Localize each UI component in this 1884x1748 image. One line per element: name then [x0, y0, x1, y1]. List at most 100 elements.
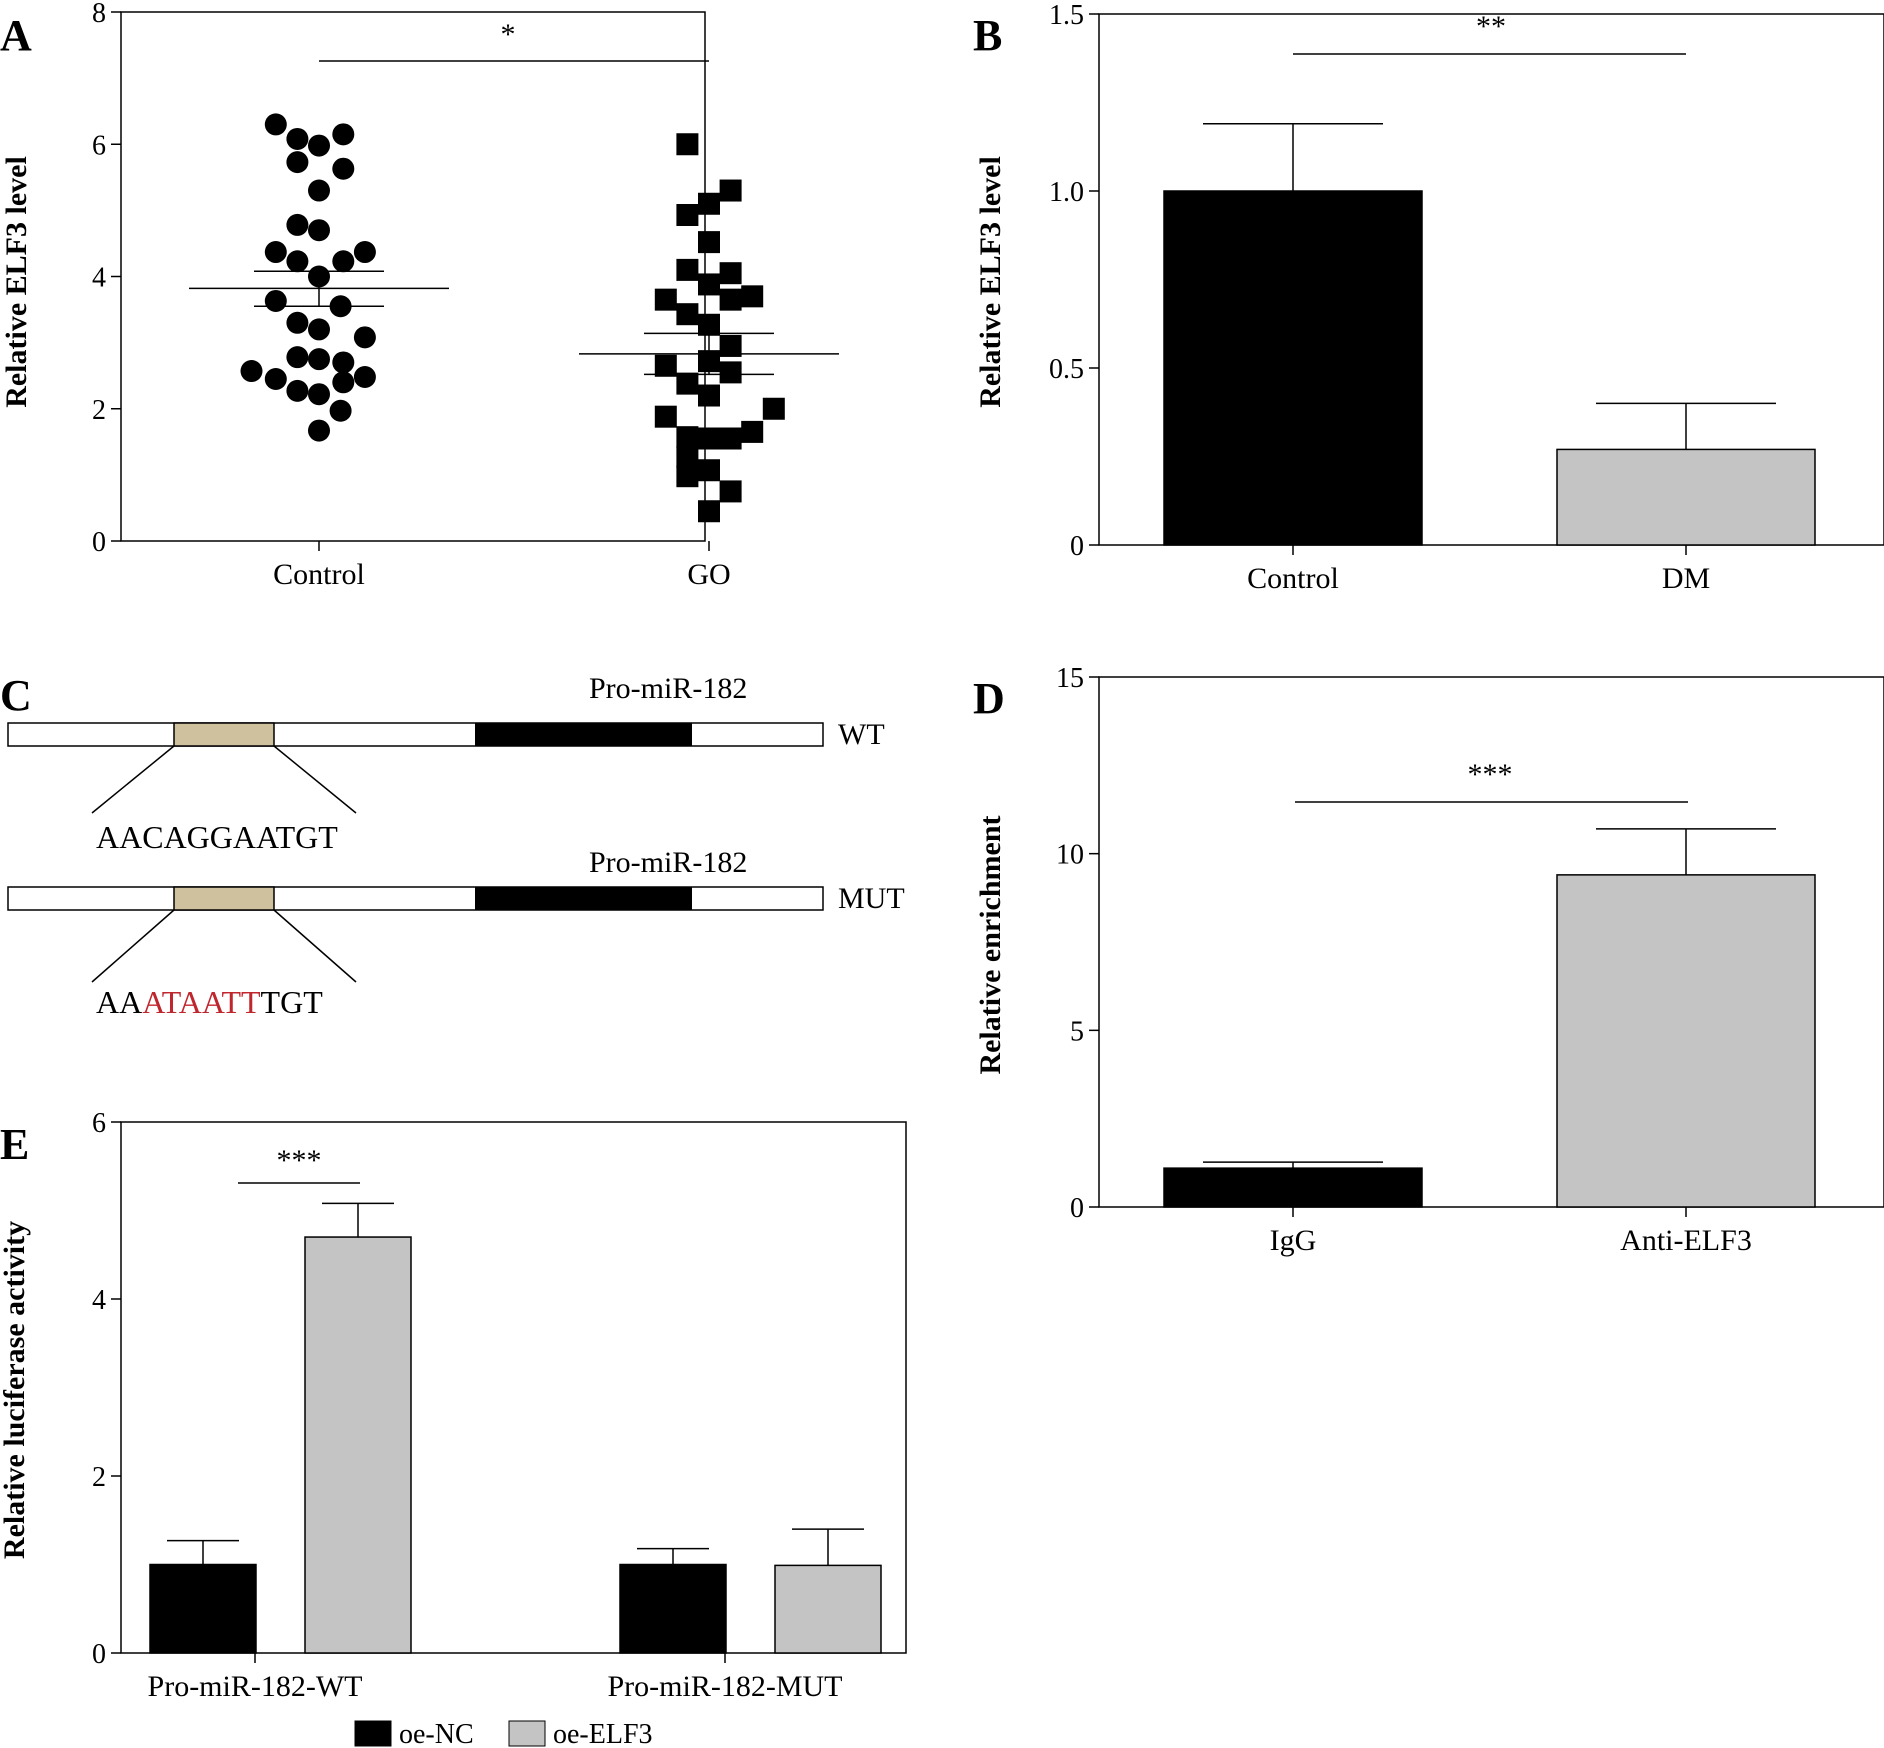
mut-pro-mir-182-region	[475, 887, 692, 910]
control-data-point	[308, 383, 330, 406]
mut-zoom-line-left	[91, 909, 175, 983]
panel-a-category-label: Control	[273, 558, 365, 591]
panel-b-y-tick-label: 0	[1070, 531, 1084, 562]
panel-e-significance-marker: ***	[277, 1144, 322, 1177]
panel-b-frame	[1098, 13, 1884, 546]
panel-e-grouped-bar: E Relative luciferase activity 0 2 4 6 Pro-…	[0, 1108, 907, 1748]
panel-e-oe-elf3-wt-bar	[304, 1236, 412, 1654]
go-data-point	[676, 426, 699, 449]
panel-letter-c: C	[0, 671, 32, 720]
mut-binding-site	[173, 886, 275, 911]
panel-e-category-label: Pro-miR-182-WT	[148, 1670, 363, 1703]
panel-d-bar: D Relative enrichment 0 5 10 15 IgG Anti-ELF…	[973, 663, 1884, 1257]
panel-letter-a: A	[0, 11, 32, 60]
go-data-point	[762, 397, 785, 420]
control-data-point	[264, 241, 287, 264]
control-data-point	[286, 127, 309, 150]
panel-a-y-tick-label: 4	[92, 263, 106, 294]
panel-e-y-tick-label: 0	[92, 1639, 106, 1670]
panel-a-frame	[120, 11, 706, 542]
control-data-point	[332, 157, 355, 180]
panel-e-frame	[120, 1121, 907, 1654]
control-data-point	[308, 219, 330, 242]
go-data-point	[719, 262, 742, 285]
panel-letter-b: B	[973, 11, 1002, 60]
panel-d-category-label: IgG	[1270, 1224, 1317, 1257]
control-data-point	[286, 151, 309, 174]
go-data-point	[698, 427, 720, 450]
control-data-point	[286, 346, 309, 369]
panel-e-category-label: Pro-miR-182-MUT	[608, 1670, 843, 1703]
panel-b-control-bar	[1163, 190, 1423, 546]
mut-zoom-line-right	[273, 909, 357, 983]
panel-e-y-axis-label: Relative luciferase activity	[0, 1221, 31, 1559]
go-data-point	[676, 303, 699, 326]
panel-b-y-axis-label: Relative ELF3 level	[974, 156, 1007, 408]
mut-sequence-suffix: TGT	[261, 984, 324, 1020]
panel-a-y-tick-label: 6	[92, 130, 106, 161]
go-data-point	[741, 285, 764, 308]
go-data-point	[719, 427, 742, 450]
panel-d-anti-elf3-bar	[1556, 874, 1816, 1208]
panel-b-dm-bar	[1556, 448, 1816, 546]
go-data-point	[676, 258, 699, 281]
control-data-point	[240, 360, 263, 383]
panel-a-y-tick-label: 8	[92, 0, 106, 29]
wt-promoter-bar	[7, 722, 824, 747]
go-data-point	[698, 459, 720, 482]
panel-d-y-tick-label: 0	[1070, 1193, 1084, 1224]
panel-e-y-tick-label: 6	[92, 1108, 106, 1139]
control-data-point	[332, 351, 355, 374]
legend-swatch-oe-nc	[354, 1720, 392, 1747]
control-data-point	[353, 326, 376, 349]
mut-sequence-mutated: ATAATT	[142, 984, 261, 1020]
panel-e-oe-nc-mut-bar	[619, 1563, 727, 1654]
panel-a-significance-marker: *	[501, 18, 516, 51]
panel-d-y-tick-label: 15	[1056, 663, 1084, 694]
go-data-point	[654, 354, 677, 377]
panel-a-y-axis-label: Relative ELF3 level	[0, 156, 33, 408]
go-data-point	[698, 231, 720, 254]
panel-a-scatter: A Relative ELF3 level 0 2 4 6 8 Control GO *	[0, 0, 839, 591]
control-data-point	[308, 179, 330, 202]
wt-binding-site	[173, 722, 275, 747]
go-data-point	[676, 465, 699, 488]
panel-b-y-tick-label: 1.5	[1049, 0, 1084, 31]
panel-d-y-tick-label: 10	[1056, 840, 1084, 871]
panel-e-y-tick-label: 2	[92, 1462, 106, 1493]
wt-promoter-label: Pro-miR-182	[589, 672, 747, 705]
go-data-point	[741, 420, 764, 443]
panel-e-legend: oe-NC oe-ELF3	[354, 1719, 653, 1748]
go-data-point	[654, 288, 677, 311]
panel-d-frame	[1098, 676, 1884, 1208]
panel-b-bar: B Relative ELF3 level 0 0.5 1.0 1.5 Control…	[973, 0, 1884, 595]
panel-d-y-tick-label: 5	[1070, 1016, 1084, 1047]
mut-promoter-bar	[7, 886, 824, 911]
go-data-point	[719, 179, 742, 202]
control-data-point	[286, 311, 309, 334]
control-data-point	[264, 113, 287, 136]
panel-d-y-axis-label: Relative enrichment	[974, 815, 1007, 1074]
go-data-point	[676, 204, 699, 227]
go-data-point	[676, 133, 699, 156]
panel-a-category-label: GO	[687, 558, 730, 591]
legend-swatch-oe-elf3	[508, 1720, 546, 1747]
control-data-point	[308, 348, 330, 371]
control-data-point	[332, 371, 355, 394]
legend-label-oe-nc: oe-NC	[399, 1719, 474, 1748]
panel-e-oe-nc-wt-bar	[149, 1563, 257, 1654]
panel-d-igg-bar	[1163, 1167, 1423, 1208]
control-data-point	[308, 419, 330, 442]
wt-binding-sequence: AACAGGAATGT	[96, 819, 338, 855]
wt-zoom-line-right	[273, 745, 357, 814]
panel-d-significance-marker: ***	[1468, 758, 1513, 791]
go-data-point	[698, 273, 720, 296]
panel-a-y-tick-label: 2	[92, 395, 106, 426]
go-data-point	[719, 334, 742, 357]
wt-zoom-line-left	[91, 745, 175, 814]
mut-binding-sequence: AAATAATTTGT	[96, 984, 323, 1020]
panel-b-category-label: DM	[1662, 562, 1710, 595]
wt-pro-mir-182-region	[475, 723, 692, 746]
control-data-point	[286, 379, 309, 402]
